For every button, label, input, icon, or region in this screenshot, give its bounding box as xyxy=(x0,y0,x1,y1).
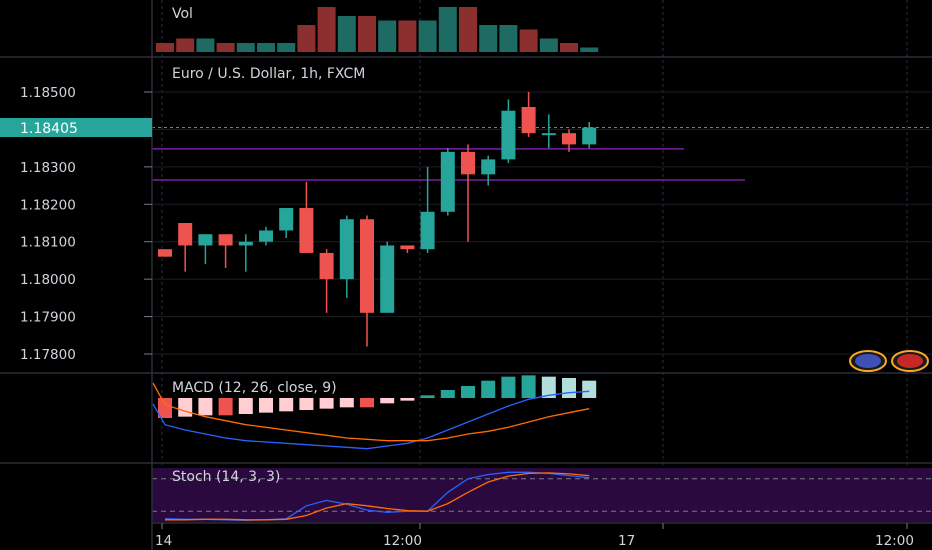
volume-bar xyxy=(358,16,376,52)
volume-bar xyxy=(398,20,417,52)
macd-histogram-bar xyxy=(339,398,354,408)
macd-histogram-bar xyxy=(238,398,253,414)
volume-bar xyxy=(317,7,336,52)
macd-histogram-bar xyxy=(279,398,294,412)
stoch-label: Stoch (14, 3, 3) xyxy=(172,469,280,485)
candle-body xyxy=(339,219,354,280)
price-tick-label: 1.18500 xyxy=(20,85,76,101)
volume-bar xyxy=(378,20,397,52)
candle-body xyxy=(521,106,536,134)
macd-histogram-bar xyxy=(562,378,576,398)
signal-line xyxy=(152,382,590,442)
macd-histogram-bar xyxy=(521,375,536,398)
macd-histogram-bar xyxy=(541,376,556,398)
candle-body xyxy=(299,208,314,253)
price-pane xyxy=(158,92,597,347)
price-tick-label: 1.17900 xyxy=(20,310,76,326)
volume-bar xyxy=(216,43,235,52)
candle-body xyxy=(178,223,193,246)
macd-histogram-bar xyxy=(319,398,334,409)
macd-line xyxy=(152,390,590,450)
candle-body xyxy=(501,110,516,160)
price-tick-label: 1.18100 xyxy=(20,235,76,251)
macd-histogram-bar xyxy=(501,376,516,398)
candle-body xyxy=(238,241,253,246)
macd-histogram-bar xyxy=(400,398,415,401)
volume-bar xyxy=(337,16,356,52)
candle-body xyxy=(360,219,374,313)
volume-bar xyxy=(438,7,457,52)
candle-body xyxy=(420,211,435,250)
stoch-d-line xyxy=(165,472,590,521)
volume-bar xyxy=(236,43,255,52)
price-tick-label: 1.17800 xyxy=(20,347,76,363)
candle-body xyxy=(198,234,213,246)
macd-histogram-bar xyxy=(461,386,475,398)
time-tick-label: 12:00 xyxy=(383,533,422,549)
current-price-badge xyxy=(0,118,152,137)
volume-label: Vol xyxy=(172,6,193,22)
volume-bar xyxy=(459,7,477,52)
volume-bar xyxy=(499,25,518,52)
candle-body xyxy=(400,245,415,250)
candle-body xyxy=(158,249,172,257)
volume-bar xyxy=(156,43,174,52)
macd-histogram-bar xyxy=(360,398,374,408)
candle-body xyxy=(582,127,597,145)
volume-bar xyxy=(196,38,215,52)
volume-bar xyxy=(257,43,275,52)
stoch-band xyxy=(152,468,932,522)
us-flag-icon xyxy=(897,354,923,368)
price-tick-label: 1.18000 xyxy=(20,272,76,288)
volume-bar xyxy=(176,38,195,52)
candle-body xyxy=(541,133,556,136)
current-price-label: 1.18405 xyxy=(20,121,78,137)
price-tick-label: 1.18200 xyxy=(20,197,76,213)
macd-label: MACD (12, 26, close, 9) xyxy=(172,380,337,396)
volume-bar xyxy=(479,25,498,52)
volume-bar xyxy=(418,20,437,52)
macd-histogram-bar xyxy=(440,390,455,398)
candle-body xyxy=(562,133,576,145)
stoch-pane xyxy=(152,468,932,522)
candle-body xyxy=(440,151,455,212)
macd-histogram-bar xyxy=(218,398,233,416)
candle-body xyxy=(218,234,233,246)
volume-bar xyxy=(297,25,316,52)
macd-histogram-bar xyxy=(299,398,314,410)
candle-body xyxy=(319,252,334,280)
volume-bar xyxy=(519,29,538,52)
volume-pane xyxy=(156,7,599,52)
volume-bar xyxy=(539,38,558,52)
eu-flag-icon xyxy=(855,354,881,368)
macd-histogram-bar xyxy=(582,380,597,398)
macd-pane xyxy=(152,375,597,450)
macd-histogram-bar xyxy=(259,398,273,413)
macd-histogram-bar xyxy=(198,398,213,416)
volume-bar xyxy=(580,47,599,52)
macd-histogram-bar xyxy=(158,398,172,418)
candle-body xyxy=(279,208,294,231)
candle-body xyxy=(380,245,395,313)
time-tick-label: 17 xyxy=(618,533,635,549)
main-chart-title: Euro / U.S. Dollar, 1h, FXCM xyxy=(172,66,365,82)
macd-histogram-bar xyxy=(380,398,395,404)
candle-body xyxy=(481,159,496,175)
time-tick-label: 14 xyxy=(155,533,172,549)
volume-bar xyxy=(560,43,578,52)
macd-histogram-bar xyxy=(481,380,496,398)
candle-body xyxy=(461,151,475,175)
price-tick-label: 1.18300 xyxy=(20,160,76,176)
macd-histogram-bar xyxy=(178,398,193,417)
macd-histogram-bar xyxy=(420,395,435,398)
time-tick-label: 12:00 xyxy=(875,533,914,549)
candle-body xyxy=(259,230,273,242)
volume-bar xyxy=(277,43,296,52)
